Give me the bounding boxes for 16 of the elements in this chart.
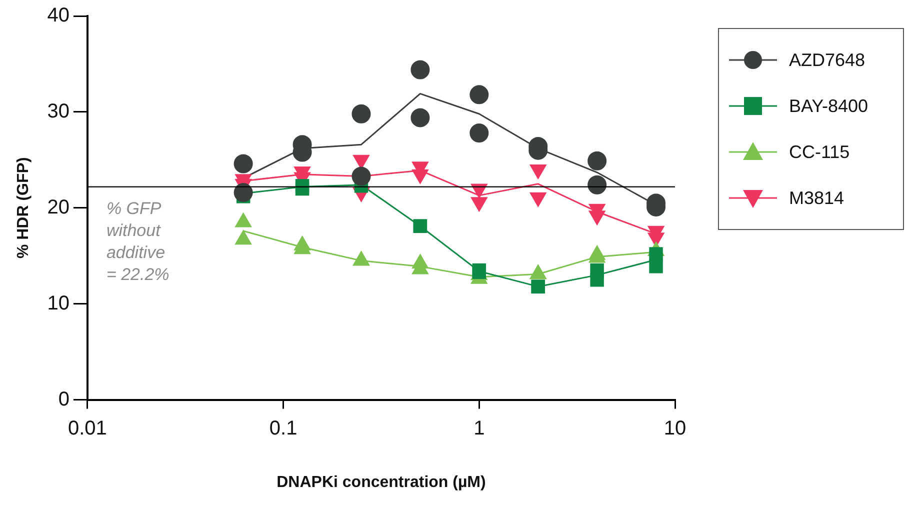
x-tick-label: 0.01 [68,417,107,440]
legend-label: AZD7648 [789,50,866,70]
legend-label: CC-115 [789,142,850,162]
y-tick-label: 40 [47,4,70,27]
y-tick-label: 10 [47,292,70,314]
x-axis-title: DNAPKi concentration (µM) [276,474,486,491]
ref-line-label: % GFP without additive = 22.2% [106,199,170,284]
y-tick-label: 0 [58,388,70,410]
x-tick-label: 1 [474,417,485,440]
x-tick-label: 0.1 [269,417,298,440]
legend-label: M3814 [789,188,844,208]
y-axis-title: % HDR (GFP) [15,157,32,259]
y-tick-label: 30 [47,100,70,122]
legend-label: BAY-8400 [789,96,868,116]
y-tick-label: 20 [47,196,70,218]
x-tick-label: 10 [664,417,686,440]
